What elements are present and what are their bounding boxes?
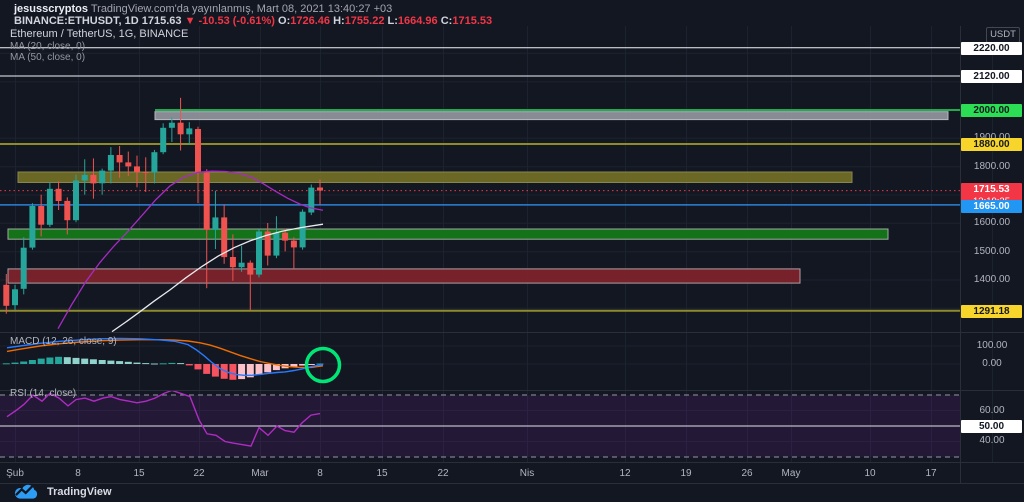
price-tick: 100.00: [976, 340, 1008, 351]
time-tick: Şub: [6, 468, 24, 479]
time-tick: 22: [193, 468, 205, 479]
main-legend-title[interactable]: Ethereum / TetherUS, 1G, BINANCE: [10, 28, 189, 40]
time-tick: Mar: [251, 468, 269, 479]
time-tick: 15: [133, 468, 145, 479]
high-label: H:: [333, 15, 345, 27]
price-tick: 40.00: [979, 435, 1005, 446]
price-tick: 60.00: [979, 405, 1005, 416]
price-badge: 2000.00: [961, 103, 1022, 117]
last-price: 1715.63: [141, 15, 182, 27]
zone-supply-gray: [154, 111, 949, 121]
tradingview-wordmark: TradingView: [47, 486, 112, 498]
time-tick: 15: [376, 468, 388, 479]
time-tick: 12: [619, 468, 631, 479]
ma20-line: [57, 170, 324, 330]
currency-toggle-button[interactable]: USDT: [986, 27, 1020, 43]
candles-layer: [3, 97, 323, 314]
time-tick: May: [781, 468, 801, 479]
zone-support-green: [7, 228, 889, 240]
zones-layer: [7, 111, 949, 284]
rsi-layer: [0, 390, 960, 458]
open-value: 1726.46: [290, 15, 331, 27]
time-tick: 19: [680, 468, 692, 479]
legend-ma20[interactable]: MA (20, close, 0): [10, 41, 86, 52]
publish-text: TradingView.com'da yayınlanmış, Mart 08,…: [90, 3, 393, 15]
author-name[interactable]: jesusscryptos: [14, 3, 88, 15]
symbol-ohlc-row: BINANCE:ETHUSDT, 1D 1715.63 ▼ -10.53 (-0…: [14, 15, 492, 27]
close-label: C:: [440, 15, 453, 27]
price-tick: 1500.00: [973, 246, 1011, 257]
low-value: 1664.96: [397, 15, 438, 27]
time-tick: 10: [864, 468, 876, 479]
price-badge: 1665.00: [961, 199, 1022, 213]
open-label: O:: [278, 15, 291, 27]
publish-info: jesusscryptos TradingView.com'da yayınla…: [14, 3, 392, 15]
price-badge: 2120.00: [961, 69, 1022, 83]
price-tick: 1400.00: [973, 274, 1011, 285]
macd-legend[interactable]: MACD (12, 26, close, 9): [10, 336, 117, 347]
zone-resistance-khaki: [17, 171, 853, 183]
price-change: ▼ -10.53 (-0.61%): [184, 15, 275, 27]
time-tick: 8: [75, 468, 81, 479]
high-value: 1755.22: [344, 15, 385, 27]
grid-layer: [0, 26, 993, 462]
price-tick: 1800.00: [973, 161, 1011, 172]
price-badge: 1880.00: [961, 137, 1022, 151]
price-tick: 0.00: [982, 358, 1002, 369]
highlight-circle-annotation: [304, 346, 342, 384]
price-badge: 2220.00: [961, 41, 1022, 55]
time-tick: 17: [925, 468, 937, 479]
zone-demand-maroon: [7, 268, 801, 284]
price-badge: 1291.18: [961, 304, 1022, 318]
time-tick: 22: [437, 468, 449, 479]
price-tick: 1600.00: [973, 217, 1011, 228]
price-badge: 50.00: [961, 419, 1022, 433]
rsi-legend[interactable]: RSI (14, close): [10, 388, 77, 399]
ma50-line: [111, 223, 324, 332]
macd-layer: [2, 337, 324, 380]
time-tick: Nis: [519, 468, 535, 479]
tradingview-cloud-icon: [14, 484, 38, 499]
tradingview-attribution[interactable]: TradingView: [12, 484, 112, 500]
time-tick: 8: [317, 468, 323, 479]
symbol-name[interactable]: BINANCE:ETHUSDT, 1D: [14, 15, 139, 27]
time-tick: 26: [741, 468, 753, 479]
levels-layer: [0, 47, 960, 312]
legend-ma50[interactable]: MA (50, close, 0): [10, 52, 86, 63]
low-label: L:: [387, 15, 398, 27]
close-value: 1715.53: [452, 15, 493, 27]
